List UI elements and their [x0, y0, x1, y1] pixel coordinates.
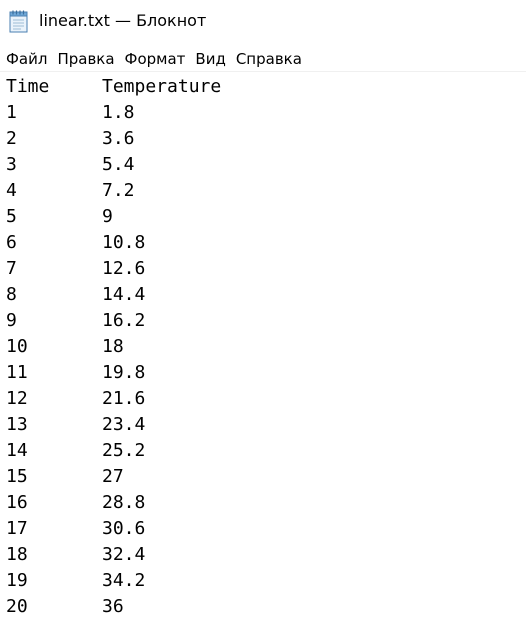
text-line: 15 27 [6, 464, 516, 490]
time-value: 2 [6, 128, 17, 149]
text-line: 14 25.2 [6, 438, 516, 464]
temperature-value: 3.6 [102, 128, 135, 149]
time-value: 15 [6, 466, 28, 487]
time-value: 6 [6, 232, 17, 253]
window-title: linear.txt — Блокнот [39, 11, 207, 30]
temperature-value: 10.8 [102, 232, 146, 253]
text-line: 4 7.2 [6, 178, 516, 204]
time-value: 7 [6, 258, 17, 279]
text-line: 19 34.2 [6, 568, 516, 594]
time-value: 8 [6, 284, 17, 305]
temperature-value: 9 [102, 206, 113, 227]
temperature-value: 36 [102, 596, 124, 617]
title-bar[interactable]: linear.txt — Блокнот [0, 0, 526, 44]
header-time: Time [6, 76, 50, 97]
menu-help[interactable]: Справка [235, 50, 302, 68]
temperature-value: 25.2 [102, 440, 146, 461]
time-value: 11 [6, 362, 28, 383]
time-value: 1 [6, 102, 17, 123]
text-line: 10 18 [6, 334, 516, 360]
time-value: 9 [6, 310, 17, 331]
text-line: 1 1.8 [6, 100, 516, 126]
temperature-value: 30.6 [102, 518, 146, 539]
time-value: 12 [6, 388, 28, 409]
temperature-value: 27 [102, 466, 124, 487]
menu-bar: Файл Правка Формат Вид Справка [0, 47, 526, 71]
time-value: 10 [6, 336, 28, 357]
text-line: 7 12.6 [6, 256, 516, 282]
header-temperature: Temperature [102, 76, 222, 97]
text-line: 11 19.8 [6, 360, 516, 386]
temperature-value: 19.8 [102, 362, 146, 383]
temperature-value: 34.2 [102, 570, 146, 591]
time-value: 20 [6, 596, 28, 617]
temperature-value: 14.4 [102, 284, 146, 305]
text-line: 20 36 [6, 594, 516, 620]
temperature-value: 16.2 [102, 310, 146, 331]
temperature-value: 12.6 [102, 258, 146, 279]
time-value: 13 [6, 414, 28, 435]
text-line: 2 3.6 [6, 126, 516, 152]
text-line: 16 28.8 [6, 490, 516, 516]
temperature-value: 18 [102, 336, 124, 357]
temperature-value: 28.8 [102, 492, 146, 513]
header-line: Time Temperature [6, 74, 516, 100]
text-line: 13 23.4 [6, 412, 516, 438]
menu-file[interactable]: Файл [6, 50, 48, 68]
text-line: 17 30.6 [6, 516, 516, 542]
menu-divider [0, 71, 526, 72]
text-line: 8 14.4 [6, 282, 516, 308]
time-value: 5 [6, 206, 17, 227]
time-value: 3 [6, 154, 17, 175]
time-value: 4 [6, 180, 17, 201]
temperature-value: 5.4 [102, 154, 135, 175]
temperature-value: 1.8 [102, 102, 135, 123]
time-value: 14 [6, 440, 28, 461]
temperature-value: 7.2 [102, 180, 135, 201]
text-line: 3 5.4 [6, 152, 516, 178]
text-line: 12 21.6 [6, 386, 516, 412]
menu-edit[interactable]: Правка [57, 50, 115, 68]
notepad-icon [9, 10, 28, 33]
time-value: 19 [6, 570, 28, 591]
menu-view[interactable]: Вид [195, 50, 226, 68]
temperature-value: 21.6 [102, 388, 146, 409]
temperature-value: 32.4 [102, 544, 146, 565]
temperature-value: 23.4 [102, 414, 146, 435]
text-editor-area[interactable]: Time Temperature 1 1.8 2 3.6 3 5.4 4 7.2 5 9 6 10.8… [0, 72, 526, 621]
text-line: 18 32.4 [6, 542, 516, 568]
text-line: 6 10.8 [6, 230, 516, 256]
time-value: 18 [6, 544, 28, 565]
time-value: 16 [6, 492, 28, 513]
time-value: 17 [6, 518, 28, 539]
menu-format[interactable]: Формат [124, 50, 186, 68]
text-line: 9 16.2 [6, 308, 516, 334]
